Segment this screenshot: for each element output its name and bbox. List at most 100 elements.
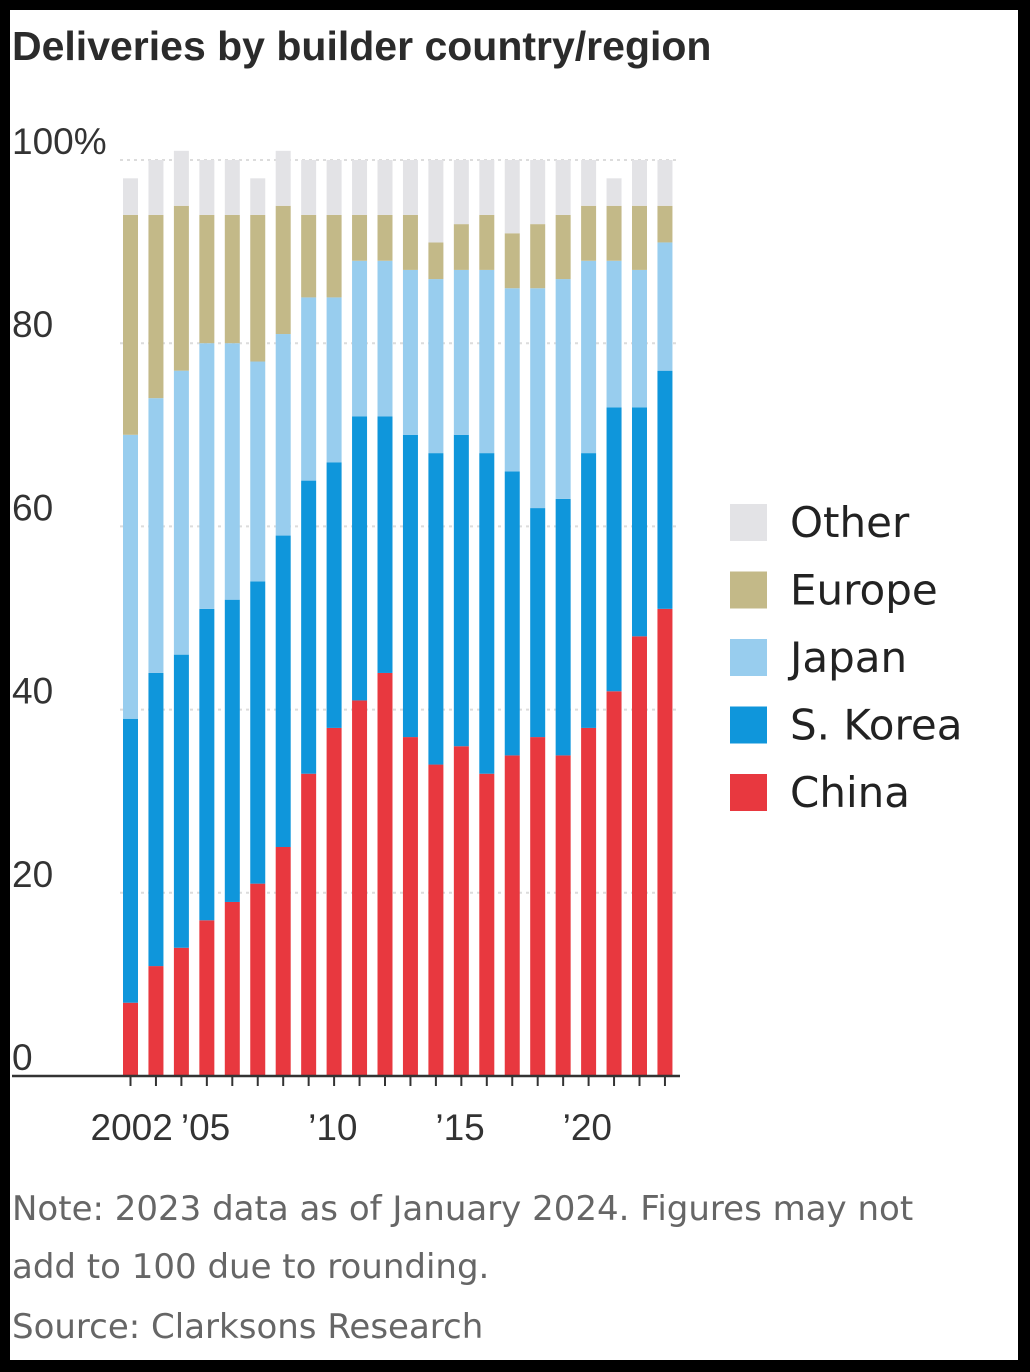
bar-segment-europe-2013 [402, 214, 418, 270]
bar-segment-china-2009 [301, 773, 317, 1076]
bar-2023 [657, 160, 673, 1076]
bar-segment-china-2022 [632, 636, 647, 1076]
bar-segment-other-2013 [402, 160, 418, 215]
bar-segment-other-2023 [657, 160, 673, 206]
legend-swatch-japan [730, 639, 767, 676]
bar-segment-s-korea-2014 [428, 453, 444, 765]
bar-segment-japan-2022 [632, 269, 647, 408]
y-tick-label-100: 100% [12, 121, 107, 162]
bar-segment-other-2021 [606, 178, 622, 206]
y-tick-label-80: 80 [12, 304, 53, 345]
bar-segment-other-2008 [275, 150, 291, 206]
bar-segment-s-korea-2007 [250, 581, 266, 884]
legend-item-other: Other [730, 498, 910, 547]
bar-segment-other-2002 [123, 178, 138, 215]
bar-2011 [352, 160, 368, 1076]
bar-segment-europe-2014 [428, 242, 444, 280]
bar-segment-japan-2019 [555, 279, 571, 499]
bar-segment-europe-2004 [173, 205, 189, 371]
bar-segment-s-korea-2009 [301, 480, 317, 774]
bar-segment-china-2007 [250, 883, 266, 1076]
bar-segment-japan-2023 [657, 242, 673, 371]
bar-segment-other-2015 [453, 160, 469, 225]
bar-segment-s-korea-2003 [148, 672, 164, 967]
bar-segment-other-2019 [555, 160, 571, 215]
bar-segment-s-korea-2013 [402, 434, 418, 738]
legend-item-japan: Japan [730, 633, 907, 682]
bar-segment-japan-2017 [504, 288, 520, 472]
legend-label-s-korea: S. Korea [790, 701, 962, 750]
bar-2013 [402, 160, 418, 1076]
bar-segment-s-korea-2018 [530, 508, 546, 738]
bar-segment-japan-2012 [377, 260, 393, 417]
bar-segment-s-korea-2019 [555, 498, 571, 756]
bar-segment-europe-2009 [301, 214, 317, 298]
bar-2019 [555, 160, 571, 1076]
bar-segment-japan-2010 [326, 297, 342, 463]
bar-segment-china-2012 [377, 672, 393, 1076]
bar-segment-japan-2008 [275, 334, 291, 536]
legend: Other Europe Japan S. Korea China [730, 498, 962, 817]
bar-segment-china-2014 [428, 764, 444, 1076]
stacked-bar-chart: Deliveries by builder country/region 100… [12, 23, 962, 1347]
bar-segment-japan-2006 [224, 343, 240, 600]
bar-segment-other-2006 [224, 160, 240, 215]
bar-2008 [275, 150, 291, 1076]
bar-segment-japan-2015 [453, 269, 469, 435]
bar-segment-china-2003 [148, 966, 164, 1076]
legend-swatch-europe [730, 571, 767, 609]
x-tick-label-2010: ’10 [308, 1107, 357, 1148]
bar-segment-europe-2003 [148, 214, 164, 399]
bar-2004 [173, 150, 189, 1076]
bar-segment-europe-2018 [530, 224, 546, 289]
bar-segment-europe-2010 [326, 214, 342, 298]
chart-title: Deliveries by builder country/region [12, 23, 711, 69]
bar-segment-s-korea-2006 [224, 599, 240, 902]
legend-item-s-korea: S. Korea [730, 701, 962, 750]
bar-segment-china-2016 [479, 773, 495, 1076]
bar-segment-other-2011 [352, 160, 368, 215]
bar-segment-s-korea-2005 [199, 608, 215, 921]
bar-segment-other-2003 [148, 160, 164, 215]
legend-item-europe: Europe [730, 566, 938, 615]
bar-segment-china-2004 [173, 947, 189, 1076]
bar-2022 [632, 160, 647, 1076]
bar-segment-europe-2008 [275, 205, 291, 335]
bar-segment-japan-2018 [530, 288, 546, 509]
bar-segment-other-2017 [504, 160, 520, 234]
bar-segment-s-korea-2015 [453, 434, 469, 747]
legend-label-europe: Europe [790, 566, 938, 615]
bar-segment-europe-2021 [606, 205, 622, 261]
bar-segment-other-2016 [479, 160, 495, 215]
bar-segment-other-2004 [173, 150, 189, 206]
bar-segment-japan-2016 [479, 269, 495, 454]
bar-segment-europe-2006 [224, 214, 240, 344]
y-axis-ticks: 100% 80 60 40 20 0 [12, 121, 107, 1078]
bar-segment-other-2020 [581, 160, 597, 206]
bar-segment-europe-2019 [555, 214, 571, 280]
bar-segment-s-korea-2021 [606, 407, 622, 692]
bar-2014 [428, 160, 444, 1076]
bar-2010 [326, 160, 342, 1076]
legend-swatch-other [730, 504, 767, 541]
bar-segment-s-korea-2012 [377, 416, 393, 673]
bar-segment-s-korea-2004 [173, 654, 189, 948]
bar-2020 [581, 160, 597, 1076]
bar-2016 [479, 160, 495, 1076]
y-tick-label-60: 60 [12, 487, 53, 528]
bar-segment-japan-2007 [250, 361, 266, 582]
bar-segment-europe-2005 [199, 214, 215, 344]
bar-segment-china-2002 [123, 1002, 138, 1076]
bar-2012 [377, 160, 393, 1076]
bar-segment-other-2005 [199, 160, 215, 215]
bar-2003 [148, 160, 164, 1076]
bar-segment-other-2012 [377, 160, 393, 215]
bar-segment-s-korea-2017 [504, 471, 520, 756]
x-tick-label-2005: ’05 [181, 1107, 230, 1148]
bar-2015 [453, 160, 469, 1076]
note-line-2: add to 100 due to rounding. [12, 1247, 489, 1287]
bar-2018 [530, 160, 546, 1076]
bar-segment-other-2014 [428, 160, 444, 243]
bar-segment-europe-2015 [453, 224, 469, 270]
bar-2021 [606, 178, 622, 1076]
